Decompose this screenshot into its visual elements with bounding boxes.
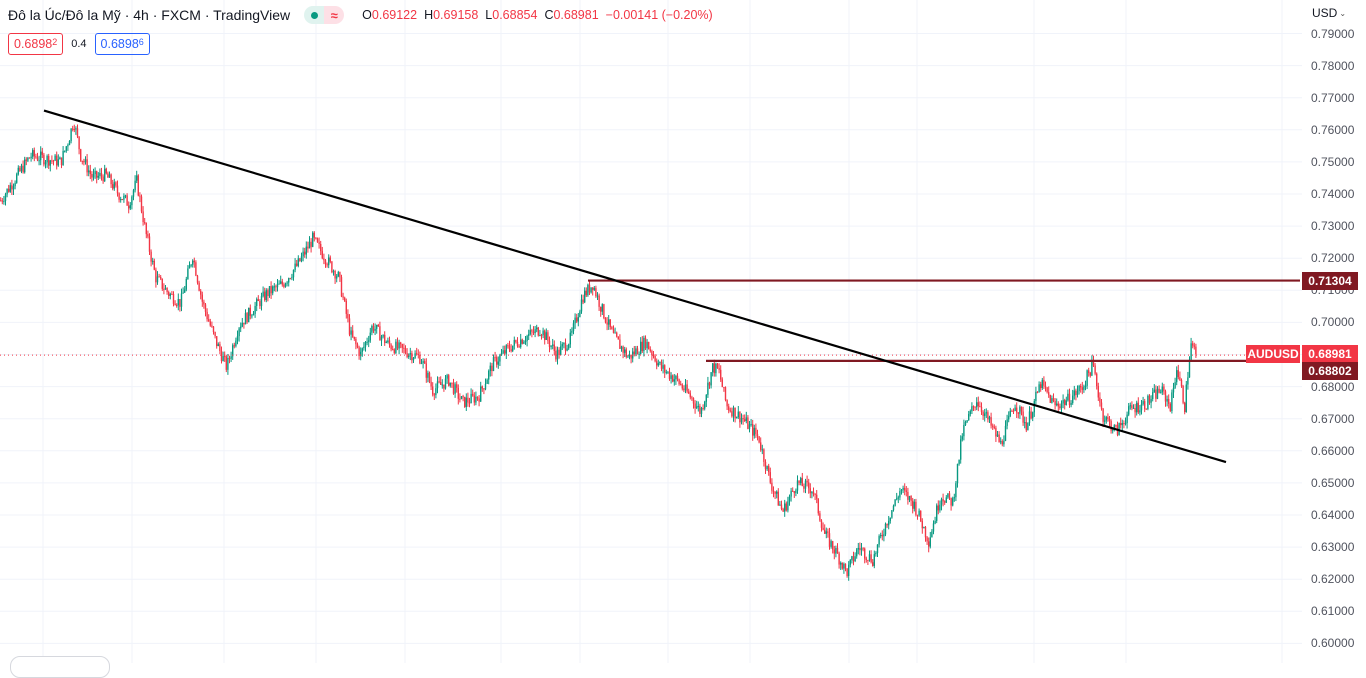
axis-tick-label: 0.78000	[1311, 58, 1355, 73]
axis-tick-label: 0.60000	[1311, 636, 1355, 651]
axis-tick-label: 0.76000	[1311, 122, 1355, 137]
axis-tick-label: 0.79000	[1311, 26, 1355, 41]
axis-tick-label: 0.77000	[1311, 90, 1355, 105]
axis-tick-label: 0.72000	[1311, 251, 1355, 266]
axis-tick-label: 0.66000	[1311, 443, 1355, 458]
market-status[interactable]: ≈	[304, 6, 345, 24]
axis-tick-label: 0.64000	[1311, 508, 1355, 522]
axis-tick-label: 0.67000	[1311, 411, 1355, 426]
axis-tick-label: 0.63000	[1311, 540, 1355, 555]
close-label: C	[544, 8, 554, 22]
axis-tick-label: 0.74000	[1311, 187, 1355, 201]
ohlc-values: O0.69122 H0.69158 L0.68854 C0.68981 −0.0…	[362, 8, 713, 22]
symbol-price-tag: AUDUSD	[1246, 345, 1300, 363]
currency-selector[interactable]: USD ⌄	[1312, 6, 1346, 20]
candlestick-series	[0, 124, 1197, 581]
buy-button[interactable]: 0.68986	[94, 33, 150, 55]
axis-tick-label: 0.65000	[1311, 475, 1355, 490]
currency-label: USD	[1312, 6, 1338, 20]
symbol-title[interactable]: Đô la Úc/Đô la Mỹ · 4h · FXCM · TradingV…	[8, 7, 291, 23]
support-level-tag[interactable]: 0.68802	[1302, 362, 1358, 380]
open-label: O	[362, 8, 372, 22]
axis-tick-label: 0.70000	[1311, 315, 1355, 330]
change-value: −0.00141 (−0.20%)	[605, 8, 713, 22]
delayed-wave-icon: ≈	[324, 6, 345, 24]
axis-tick-label: 0.61000	[1311, 604, 1355, 619]
quote-row: 0.68982 0.4 0.68986	[8, 33, 150, 55]
last-price-tag: 0.68981	[1302, 345, 1358, 363]
resistance-level-tag[interactable]: 0.71304	[1302, 272, 1358, 290]
drawing-overlays[interactable]	[0, 109, 1300, 464]
spread-value: 0.4	[71, 38, 87, 50]
axis-tick-label: 0.75000	[1311, 154, 1355, 169]
open-value: 0.69122	[371, 8, 418, 22]
axis-tick-label: 0.73000	[1311, 219, 1355, 234]
buy-price: 0.6898	[100, 37, 139, 51]
bottom-toolbar-stub[interactable]	[10, 656, 110, 678]
high-value: 0.69158	[433, 8, 479, 22]
market-open-dot-icon	[304, 6, 325, 24]
close-value: 0.68981	[553, 8, 599, 22]
axis-tick-label: 0.68000	[1311, 379, 1355, 394]
chart-grid	[0, 0, 1302, 663]
price-chart[interactable]	[0, 0, 1366, 663]
trendline[interactable]	[43, 109, 1227, 464]
chart-legend: Đô la Úc/Đô la Mỹ · 4h · FXCM · TradingV…	[8, 6, 713, 24]
sell-button[interactable]: 0.68982	[8, 33, 64, 55]
high-label: H	[424, 8, 434, 22]
chevron-down-icon: ⌄	[1339, 8, 1347, 18]
low-label: L	[485, 8, 493, 22]
sell-price: 0.6898	[14, 37, 53, 51]
axis-tick-label: 0.62000	[1311, 572, 1355, 587]
sell-price-pip: 2	[52, 37, 58, 47]
low-value: 0.68854	[492, 8, 538, 22]
buy-price-pip: 6	[138, 37, 144, 47]
